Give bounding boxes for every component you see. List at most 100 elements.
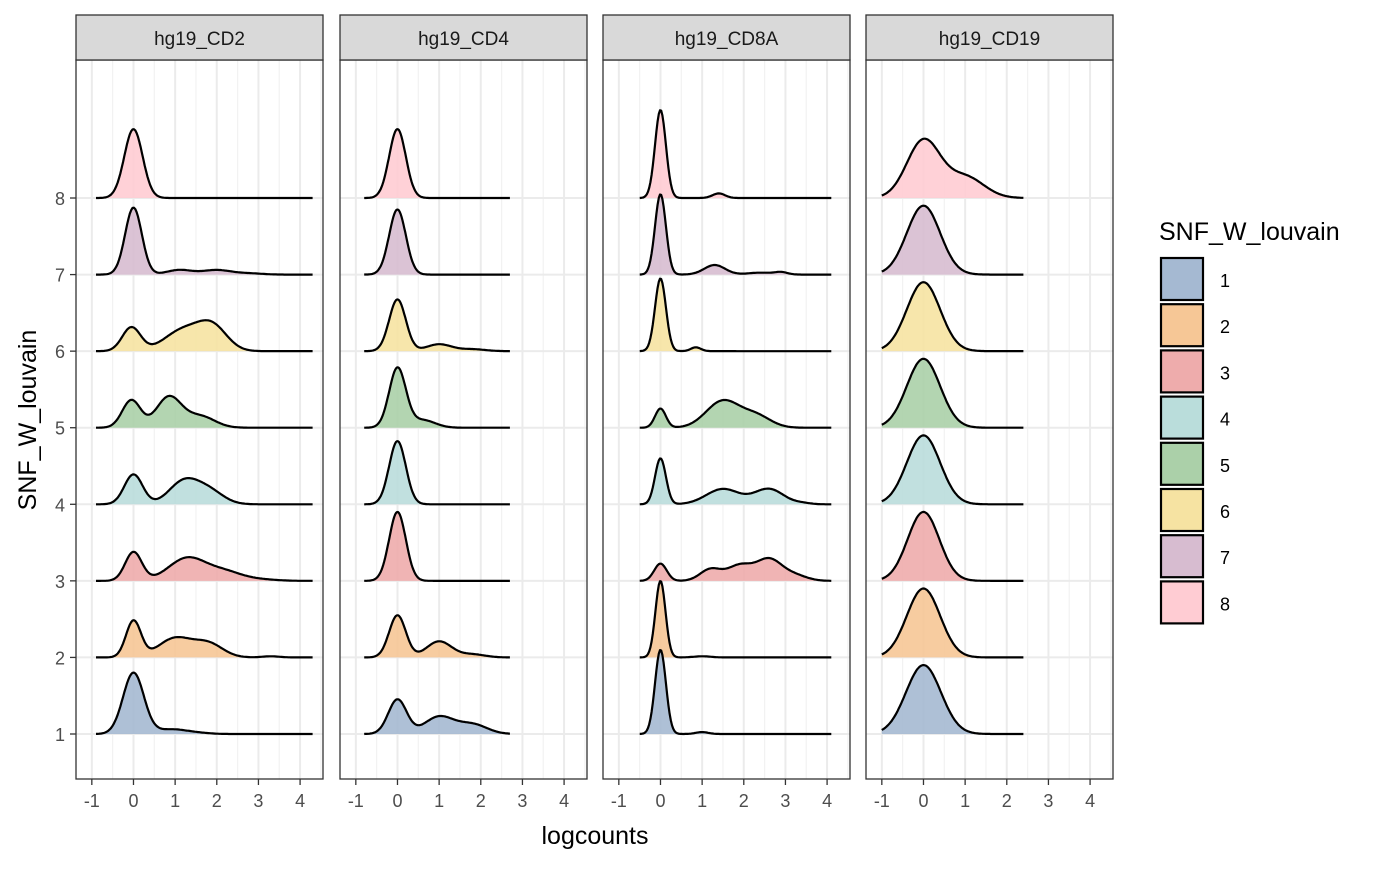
legend-label: 6 — [1220, 502, 1230, 522]
ridge-line-group-6 — [881, 281, 1024, 353]
ridge-line-group-8 — [364, 128, 511, 200]
facet-panels: hg19_CD2 -1 0 1 2 3 4 hg19_CD4 -1 0 1 2 3 4 hg19_CD8A -… — [75, 14, 1114, 811]
legend-swatch — [1159, 256, 1205, 302]
ridge-line-group-6 — [364, 298, 511, 353]
x-tick-label: -1 — [84, 791, 100, 811]
ridge-fill-group-5 — [639, 400, 832, 428]
y-tick-label: 6 — [55, 342, 65, 362]
ridge-fill-group-3 — [364, 512, 510, 581]
x-tick-label: 3 — [780, 791, 790, 811]
ridge-line-group-5 — [881, 357, 1024, 429]
ridge-fill-group-3 — [881, 511, 1024, 581]
ridge-fill-group-5 — [881, 358, 1024, 428]
legend-swatch — [1159, 303, 1205, 348]
ridge-line-group-8 — [881, 137, 1024, 199]
facet-panel-hg19_CD2: hg19_CD2 -1 0 1 2 3 4 — [75, 14, 324, 811]
legend-swatch — [1159, 349, 1205, 394]
legend-swatch — [1159, 487, 1205, 533]
x-tick-label: -1 — [348, 791, 364, 811]
facet-strip — [75, 14, 324, 61]
facet-panel-hg19_CD8A: hg19_CD8A -1 0 1 2 3 4 — [602, 14, 851, 811]
y-tick-label: 7 — [55, 266, 65, 286]
x-tick-label: 2 — [212, 791, 222, 811]
x-tick-label: 3 — [1043, 791, 1053, 811]
legend-label: 2 — [1220, 317, 1230, 337]
x-tick-label: 4 — [822, 791, 832, 811]
x-tick-label: 4 — [295, 791, 305, 811]
x-tick-label: 1 — [434, 791, 444, 811]
ridge-fill-group-6 — [96, 320, 313, 352]
legend-label: 8 — [1220, 594, 1230, 614]
ridge-fill-group-3 — [639, 558, 832, 581]
legend-item-4: 4 — [1159, 395, 1230, 440]
ridge-line-group-3 — [881, 510, 1024, 582]
ridge-fill-group-1 — [96, 672, 313, 734]
ridge-line-group-2 — [639, 580, 832, 659]
facet-strip-label: hg19_CD2 — [154, 29, 245, 50]
x-tick-label: 0 — [918, 791, 928, 811]
ridge-fill-group-6 — [364, 299, 510, 352]
ridge-fill-group-3 — [96, 551, 313, 581]
ridge-line-group-6 — [639, 277, 832, 353]
ridge-fill-group-5 — [96, 395, 313, 428]
legend-item-7: 7 — [1159, 534, 1230, 579]
facet-panel-hg19_CD19: hg19_CD19 -1 0 1 2 3 4 — [865, 14, 1114, 811]
ridge-line-group-5 — [96, 394, 313, 429]
ridge-fill-group-1 — [881, 665, 1024, 734]
y-tick-label: 4 — [55, 495, 65, 515]
ridge-line-group-2 — [364, 614, 511, 659]
ridge-fill-group-6 — [881, 282, 1024, 352]
ridge-fill-group-4 — [881, 435, 1024, 505]
legend-label: 1 — [1220, 271, 1230, 291]
ridge-fill-group-2 — [881, 588, 1024, 658]
facet-panel-hg19_CD4: hg19_CD4 -1 0 1 2 3 4 — [339, 14, 588, 811]
facet-strip — [865, 14, 1114, 61]
ridge-fill-group-7 — [364, 209, 510, 275]
facet-strip — [339, 14, 588, 61]
x-tick-label: 2 — [739, 791, 749, 811]
x-tick-label: -1 — [874, 791, 890, 811]
x-tick-label: 3 — [517, 791, 527, 811]
ridge-line-group-1 — [96, 671, 313, 736]
ridge-fill-group-5 — [364, 367, 510, 428]
legend-label: 7 — [1220, 548, 1230, 568]
ridge-line-group-3 — [639, 556, 832, 582]
ridge-fill-group-8 — [364, 129, 510, 199]
legend-label: 5 — [1220, 456, 1230, 476]
ridge-line-group-7 — [881, 204, 1024, 276]
ridge-line-group-1 — [881, 664, 1024, 736]
x-tick-label: 1 — [697, 791, 707, 811]
ridge-fill-group-8 — [96, 129, 313, 199]
legend-item-6: 6 — [1159, 487, 1230, 533]
ridge-fill-group-8 — [881, 138, 1024, 199]
ridge-line-group-5 — [364, 366, 511, 429]
ridge-line-group-4 — [96, 473, 313, 506]
ridge-line-group-4 — [881, 434, 1024, 506]
y-axis-title: SNF_W_louvain — [14, 330, 42, 511]
ridge-line-group-8 — [639, 109, 832, 200]
ridge-line-group-2 — [881, 587, 1024, 659]
x-tick-label: -1 — [611, 791, 627, 811]
ridge-fill-group-7 — [881, 205, 1024, 275]
x-tick-label: 3 — [253, 791, 263, 811]
y-tick-label: 8 — [55, 189, 65, 209]
ridge-line-group-7 — [639, 193, 832, 276]
x-tick-label: 0 — [128, 791, 138, 811]
x-tick-label: 4 — [1085, 791, 1095, 811]
y-tick-label: 2 — [55, 648, 65, 668]
ridge-line-group-4 — [364, 440, 511, 506]
facet-strip — [602, 14, 851, 61]
legend-label: 4 — [1220, 410, 1230, 430]
legend: SNF_W_louvain 1 2 3 4 5 6 7 8 — [1159, 218, 1340, 625]
legend-title: SNF_W_louvain — [1159, 218, 1340, 246]
legend-swatch — [1159, 580, 1205, 625]
x-tick-label: 1 — [960, 791, 970, 811]
x-tick-label: 0 — [655, 791, 665, 811]
x-tick-label: 2 — [476, 791, 486, 811]
y-tick-label: 5 — [55, 419, 65, 439]
ridge-line-group-5 — [639, 398, 832, 429]
ridge-fill-group-2 — [364, 615, 510, 658]
facet-strip-label: hg19_CD4 — [418, 29, 509, 50]
facet-strip-label: hg19_CD8A — [675, 29, 779, 50]
